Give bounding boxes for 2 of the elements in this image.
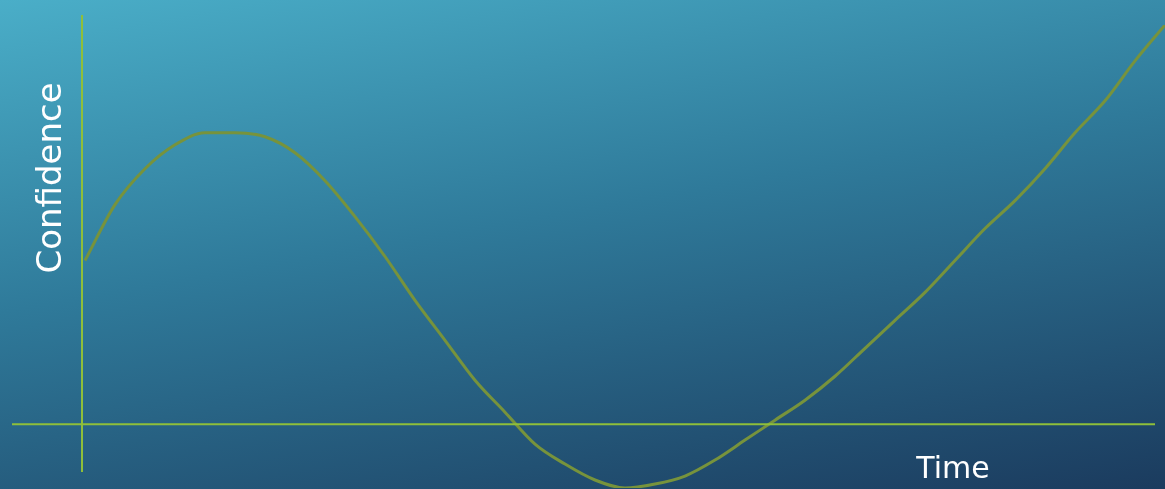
y-axis-title: Confidence (28, 82, 69, 274)
x-axis-title: Time (915, 449, 990, 485)
